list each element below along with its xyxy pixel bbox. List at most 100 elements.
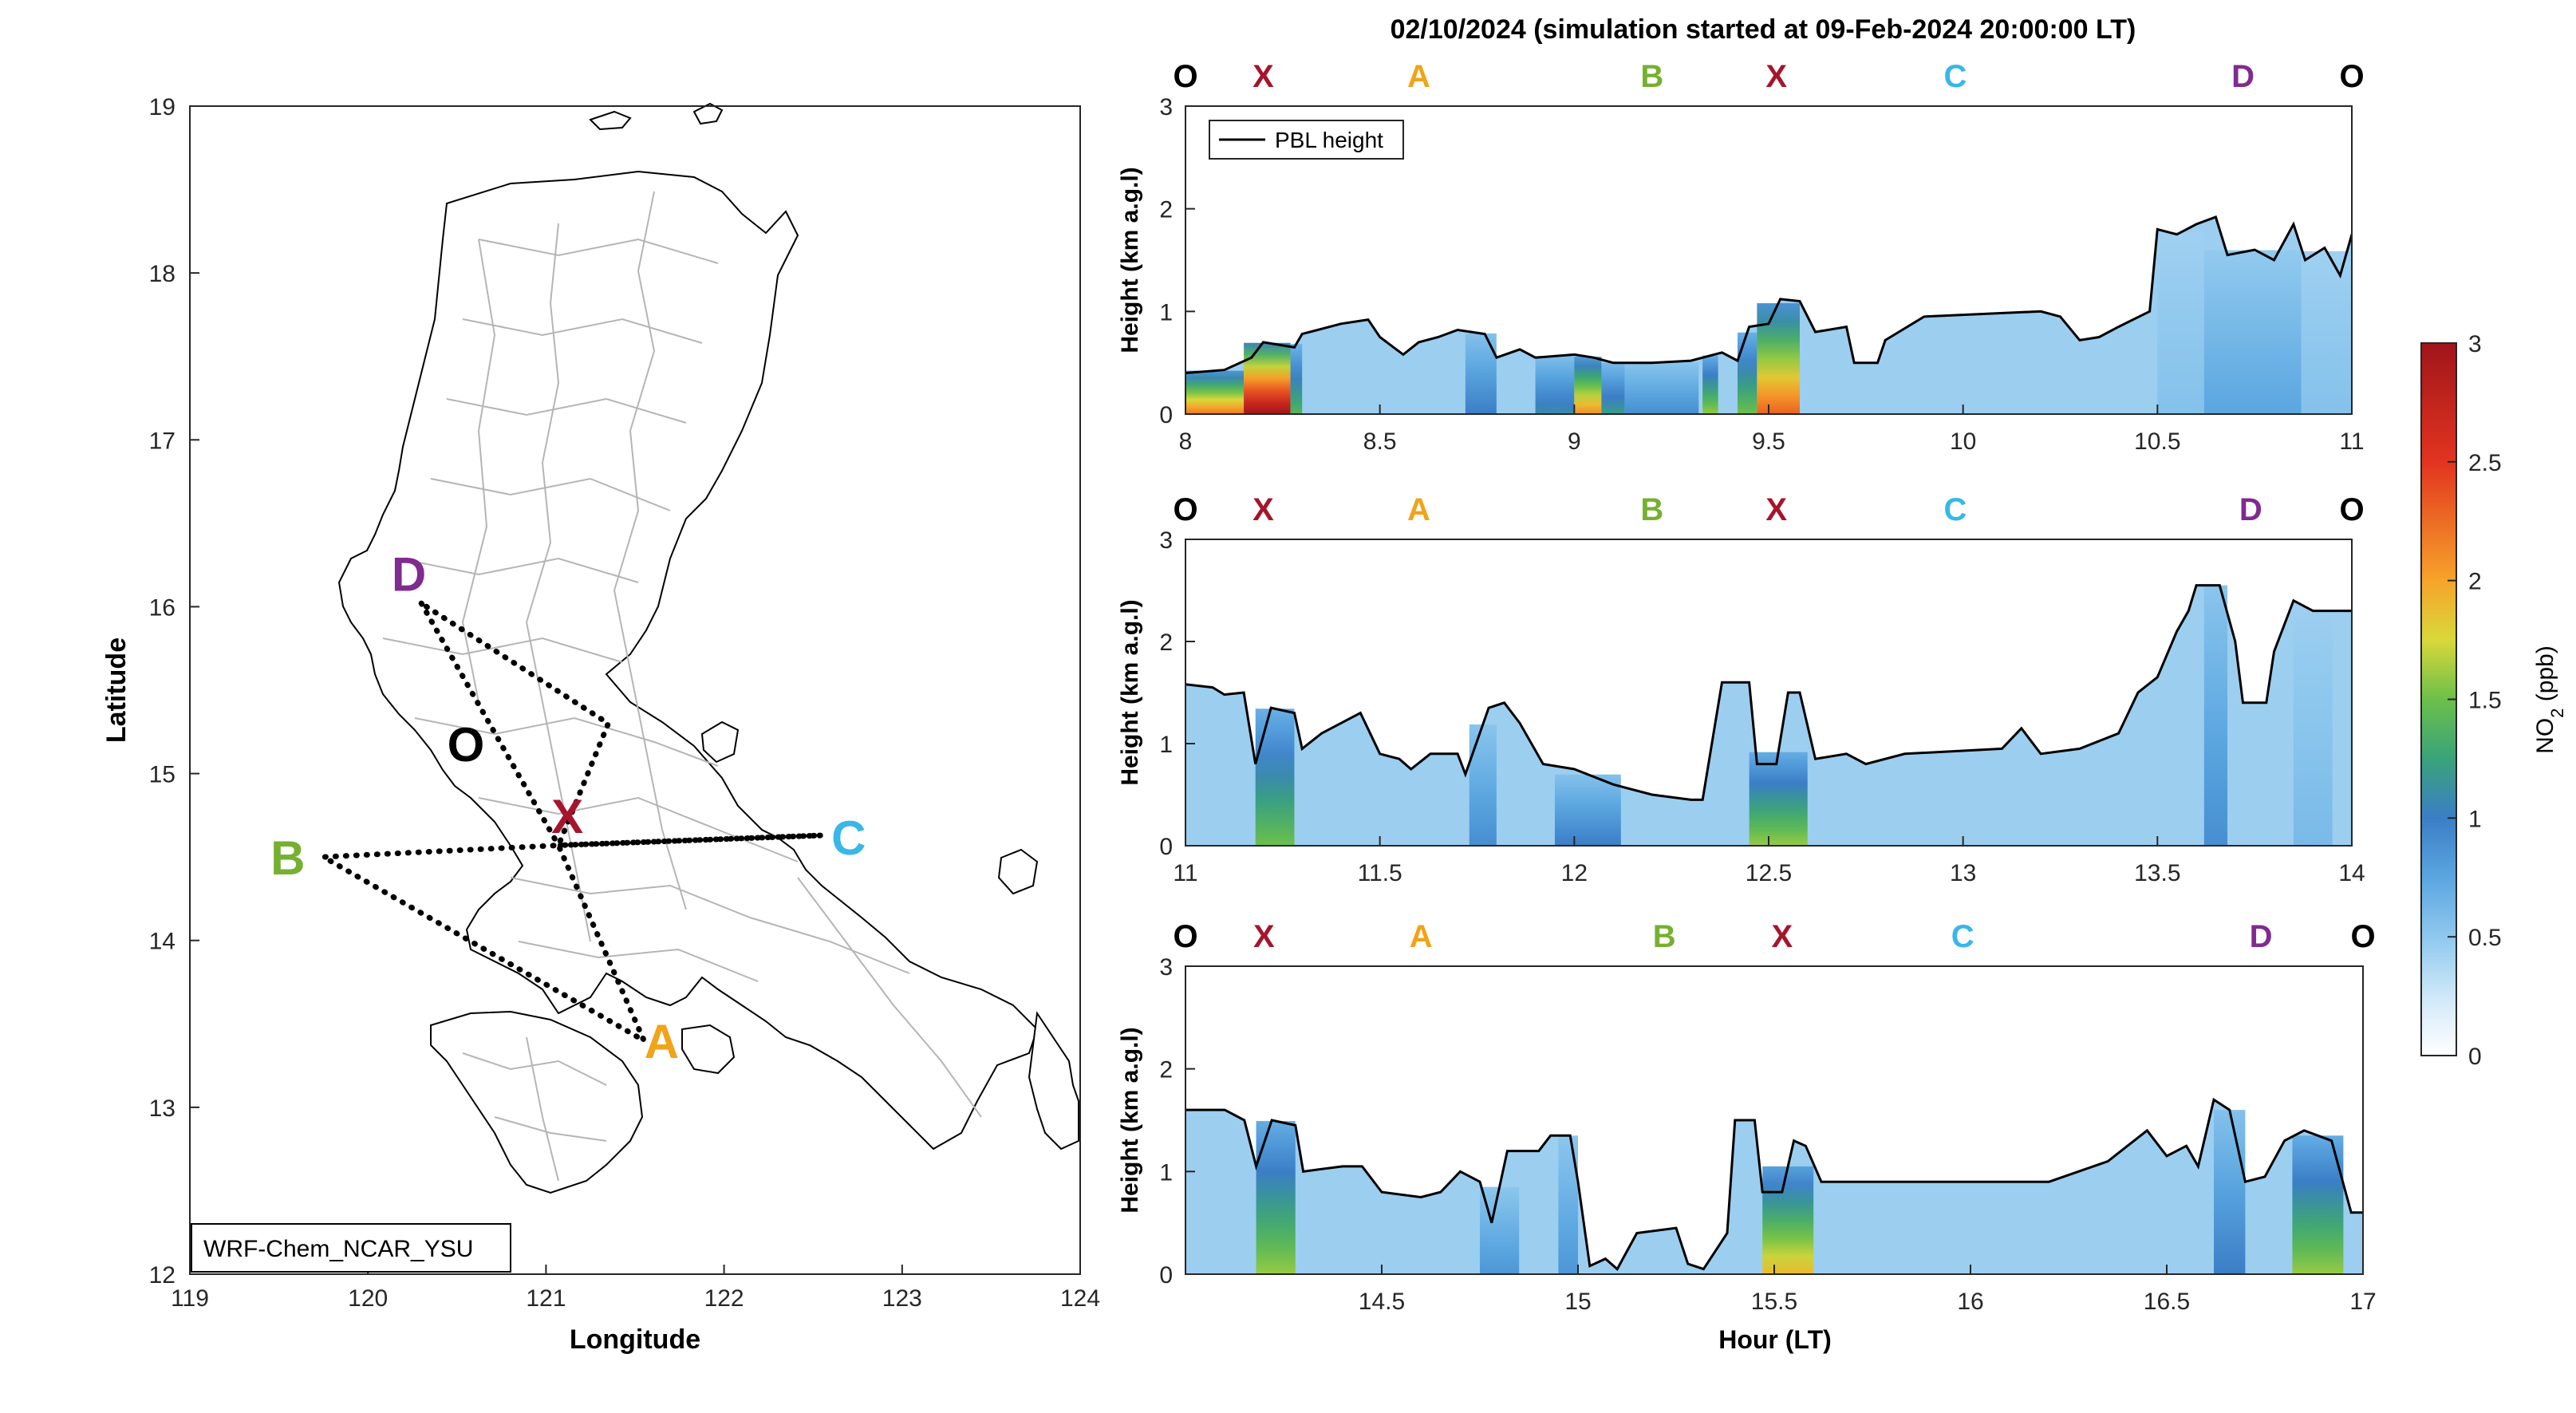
no2-column (2203, 585, 2228, 846)
no2-column (1255, 708, 1295, 846)
no2-column (2203, 250, 2302, 414)
top-site-label-b: B (1653, 919, 1676, 954)
map-geography (337, 102, 1079, 1194)
x-tick-label: 9.5 (1752, 428, 1785, 455)
x-tick-label: 11 (2339, 428, 2364, 455)
x-tick-label: 11.5 (1358, 860, 1402, 886)
y-tick-label: 0 (1159, 834, 1173, 860)
map-y-tick-label: 18 (149, 261, 176, 287)
x-tick-label: 10 (1950, 428, 1976, 455)
colorbar: 0 0.5 1 1.5 2 2.5 3 NO2 (ppb) (2420, 331, 2567, 1070)
top-site-label-x: X (1252, 492, 1274, 527)
x-tick-label: 12.5 (1746, 860, 1792, 886)
map-y-ticks: 12 13 14 15 16 17 18 19 (149, 94, 199, 1289)
no2-column (1738, 332, 1757, 414)
x-tick-label: 11 (1173, 860, 1197, 886)
panel-14-17: 14.5 15 15.5 16 16.5 17 0 1 2 3 Height (km a.g.l) O… (1117, 919, 2377, 1315)
top-site-label-a: A (1407, 59, 1430, 94)
x-tick-label: 14 (2338, 860, 2365, 886)
top-site-label-x: X (1253, 919, 1275, 954)
no2-column (1554, 774, 1621, 846)
map-panel: 119 120 121 122 123 124 12 13 14 15 16 17 18 19 Long… (101, 94, 1100, 1355)
map-y-tick-label: 16 (149, 594, 176, 621)
no2-column (1749, 752, 1808, 846)
y-tick-label: 1 (1159, 1159, 1173, 1186)
map-x-ticks: 119 120 121 122 123 124 (171, 1265, 1100, 1312)
colorbar-label: NO2 (ppb) (2532, 645, 2567, 754)
no2-column (1702, 355, 1718, 414)
y-axis-label: Height (km a.g.l) (1117, 1027, 1143, 1213)
top-site-label-o: O (2339, 59, 2364, 94)
colorbar-ticks: 0 0.5 1 1.5 2 2.5 3 (2448, 331, 2502, 1070)
panel-08-11: 8 8.5 9 9.5 10 10.5 11 0 1 2 3 Height (km a.g.l) O X A… (1117, 59, 2365, 455)
x-tick-label: 16.5 (2144, 1289, 2190, 1315)
y-tick-label: 0 (1159, 402, 1173, 428)
polillo-island-shape (700, 720, 740, 764)
top-site-label-c: C (1943, 59, 1967, 94)
marinduque-island-shape (681, 1024, 736, 1075)
map-y-tick-label: 17 (149, 428, 176, 454)
map-x-tick-label: 121 (526, 1285, 566, 1312)
top-site-label-b: B (1640, 59, 1663, 94)
top-site-label-d: D (2250, 919, 2273, 954)
x-tick-label: 13 (1950, 860, 1976, 886)
map-x-tick-label: 119 (171, 1285, 209, 1312)
panel-plot-area (1185, 539, 2352, 846)
no2-column (2292, 1135, 2344, 1274)
colorbar-tick-label: 0 (2468, 1044, 2482, 1070)
no2-column (1574, 357, 1602, 414)
y-tick-label: 3 (1159, 94, 1173, 120)
figure-title: 02/10/2024 (simulation started at 09-Feb… (1391, 14, 2136, 45)
x-tick-label: 9 (1568, 428, 1581, 455)
top-site-label-o: O (1173, 59, 1197, 94)
map-y-tick-label: 12 (149, 1262, 176, 1289)
colorbar-tick-label: 1 (2468, 806, 2482, 832)
map-y-tick-label: 13 (149, 1095, 176, 1122)
no2-column (1558, 1135, 1578, 1274)
y-tick-label: 2 (1159, 630, 1173, 656)
no2-column (1601, 362, 1625, 414)
y-tick-label: 3 (1159, 954, 1173, 981)
no2-column (2293, 610, 2333, 846)
no2-column (1256, 1121, 1296, 1274)
y-tick-label: 2 (1159, 197, 1173, 223)
top-site-label-x: X (1765, 492, 1787, 527)
top-site-label-o: O (1173, 919, 1197, 954)
top-site-label-c: C (1951, 919, 1974, 954)
babuyan-island-shape (589, 110, 632, 131)
map-site-labels: O X A B C D (270, 548, 866, 1069)
pbl-height-line (1185, 1097, 2363, 1271)
top-site-label-o: O (1173, 492, 1197, 527)
x-tick-label: 8.5 (1363, 428, 1397, 455)
x-tick-label: 12 (1561, 860, 1588, 886)
colorbar-tick-label: 2.5 (2468, 450, 2502, 476)
map-x-tick-label: 120 (348, 1285, 388, 1312)
top-site-label-d: D (2231, 59, 2254, 94)
x-tick-label: 15 (1564, 1289, 1591, 1315)
model-label: WRF-Chem_NCAR_YSU (203, 1236, 473, 1262)
y-tick-label: 1 (1159, 299, 1173, 326)
model-label-box: WRF-Chem_NCAR_YSU (191, 1223, 511, 1273)
top-site-label-c: C (1943, 492, 1967, 527)
no2-column (1535, 356, 1575, 414)
top-site-label-a: A (1407, 492, 1430, 527)
no2-column (2301, 251, 2352, 414)
no2-column (1762, 1166, 1814, 1274)
site-label-o: O (448, 718, 485, 772)
babuyan-island-shape-2 (692, 102, 724, 125)
top-site-label-x: X (1771, 919, 1793, 954)
top-site-label-x: X (1252, 59, 1274, 94)
route-line (314, 600, 823, 1048)
legend: PBL height (1209, 120, 1404, 160)
legend-label: PBL height (1275, 128, 1383, 152)
map-y-tick-label: 19 (149, 94, 176, 120)
y-tick-label: 1 (1159, 732, 1173, 758)
no2-column (1624, 362, 1699, 414)
map-y-tick-label: 14 (149, 929, 176, 955)
no2-column (1244, 342, 1291, 414)
x-tick-label: 13.5 (2134, 860, 2180, 886)
x-tick-label: 15.5 (1751, 1289, 1797, 1315)
x-tick-label: 16 (1957, 1289, 1983, 1315)
